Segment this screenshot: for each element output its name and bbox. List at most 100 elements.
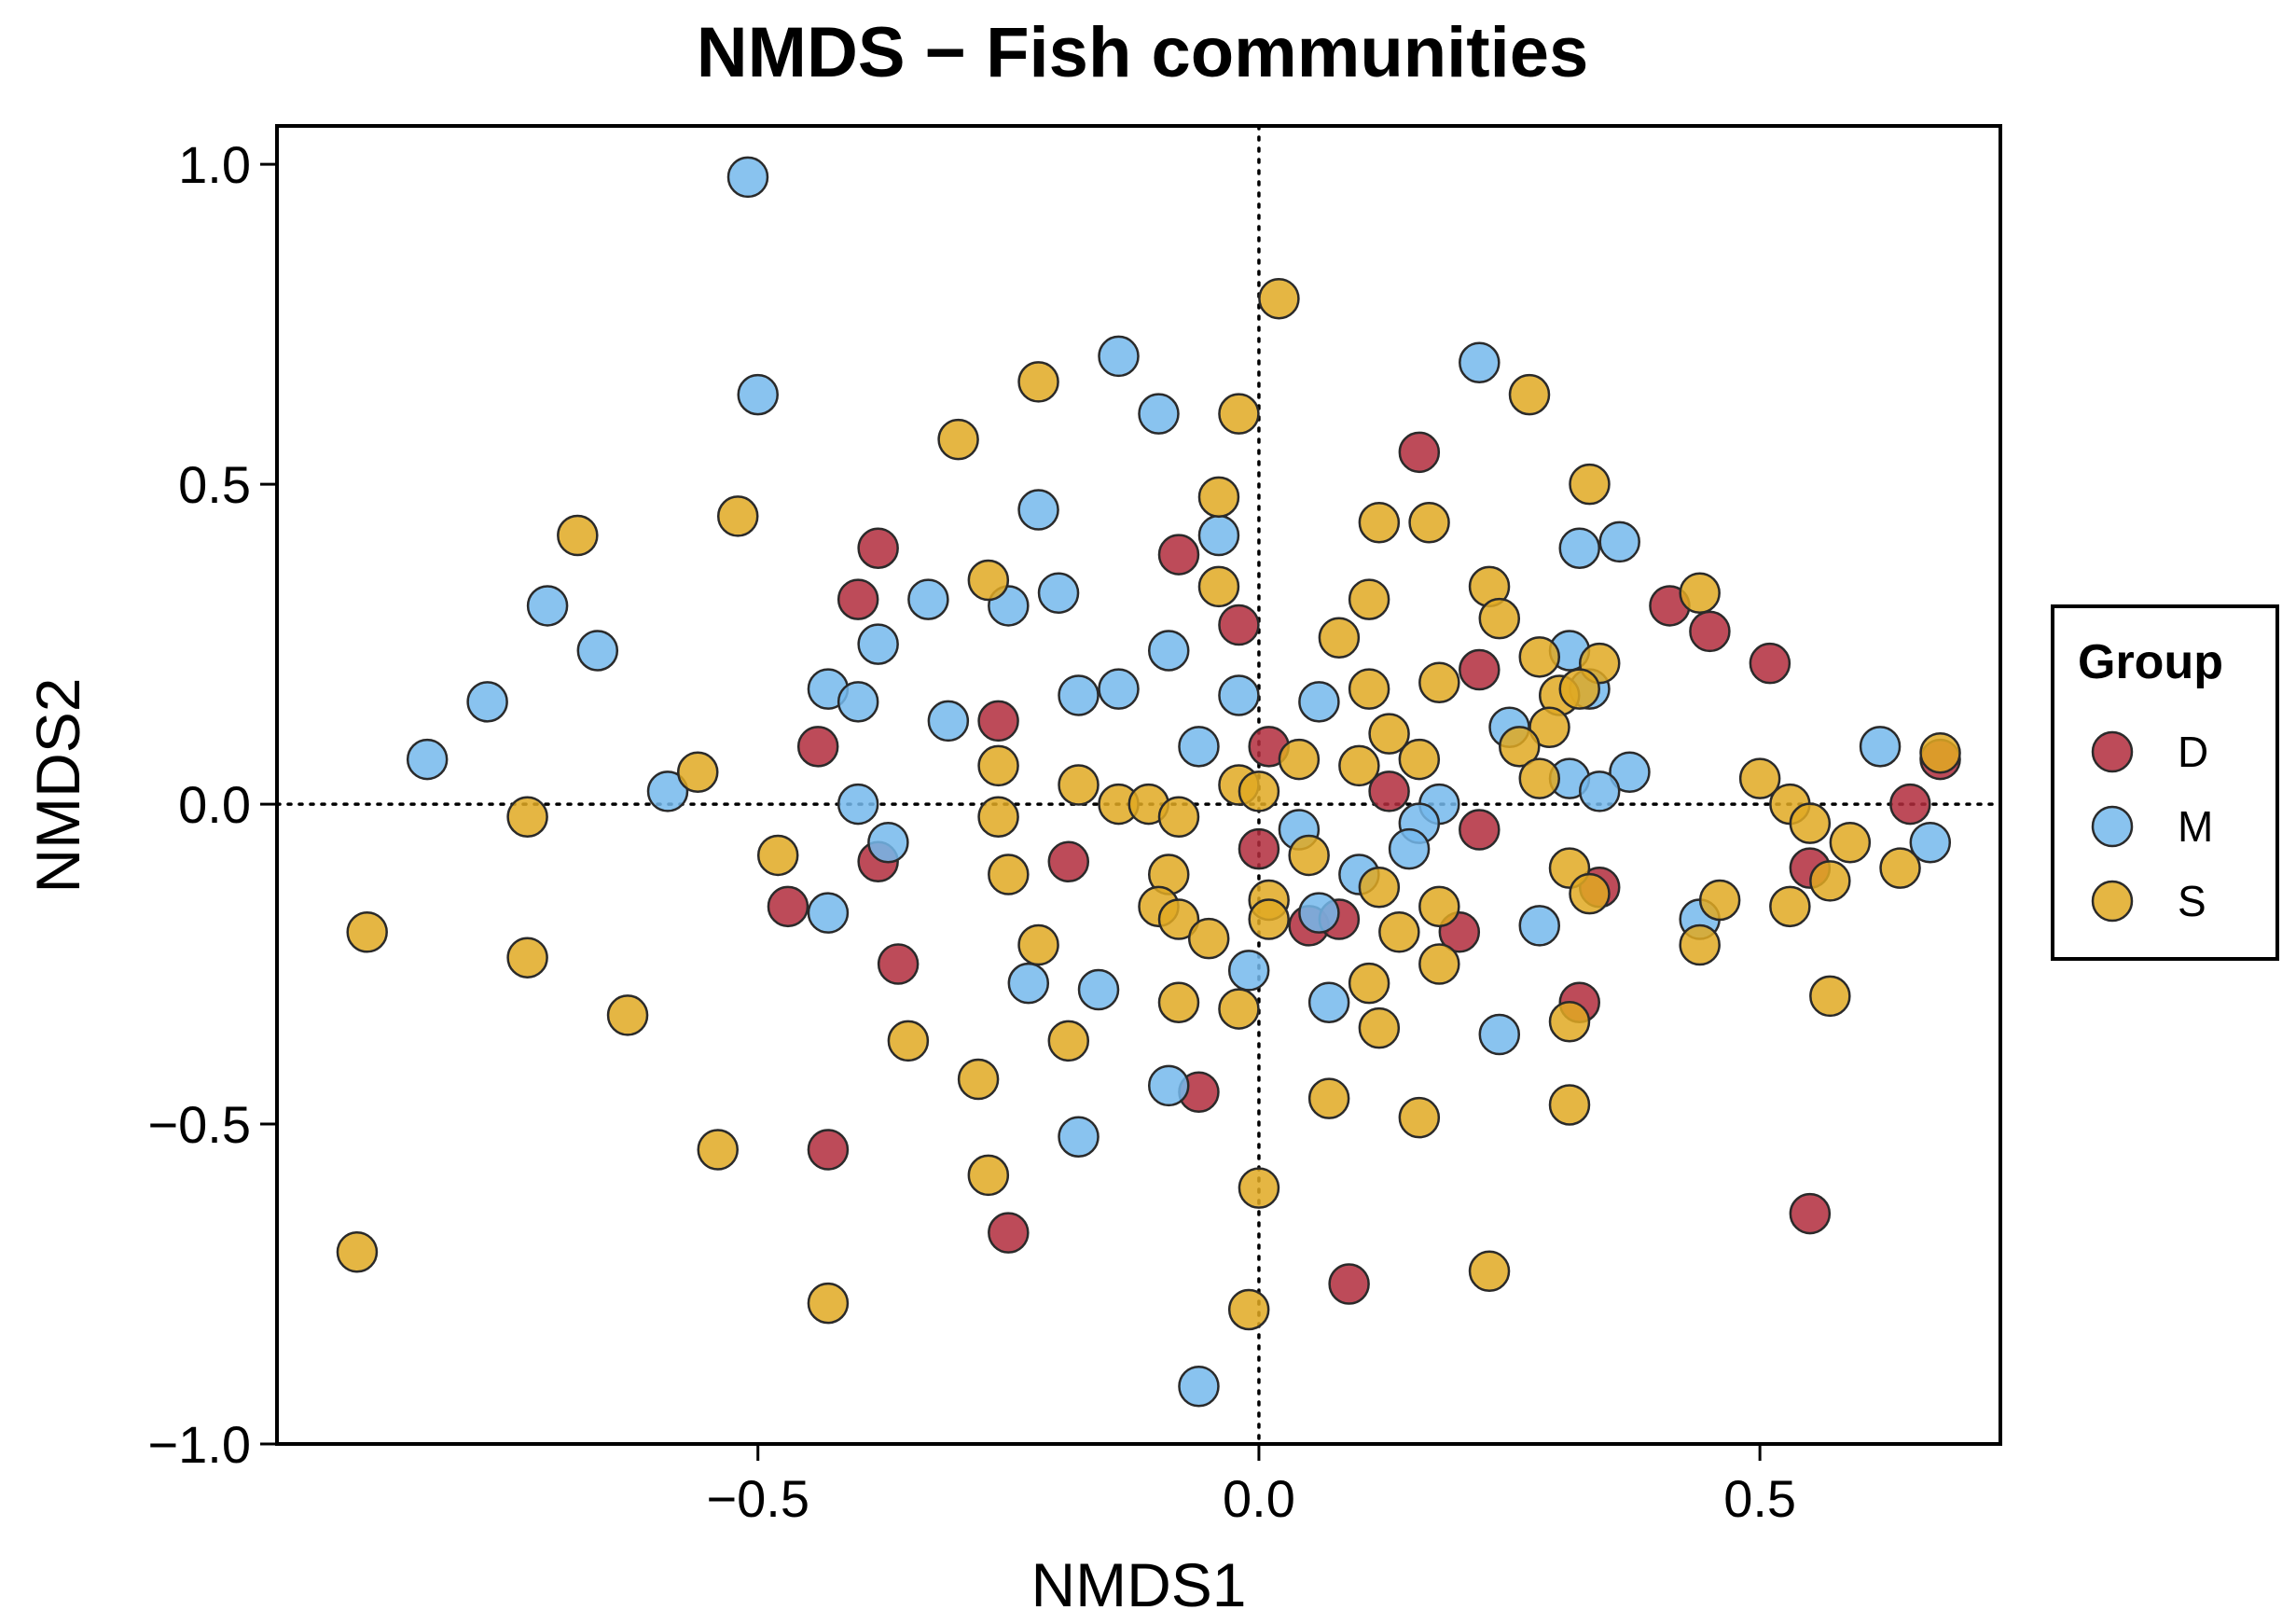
point-S [1379,912,1418,951]
point-S [1810,977,1849,1016]
point-M [578,631,617,670]
point-S [1320,618,1359,658]
point-S [1570,465,1609,504]
point-D [1219,605,1258,645]
point-M [1309,983,1349,1022]
point-S [1229,1290,1268,1329]
point-S [1219,395,1258,434]
point-D [859,529,898,568]
point-M [1179,1367,1218,1406]
point-M [929,701,968,741]
x-tick-label: −0.5 [706,1469,809,1528]
point-M [1100,337,1139,376]
point-S [969,1156,1008,1195]
point-D [1750,644,1790,683]
y-tick-label: 1.0 [178,135,251,194]
legend-swatch-D [2093,732,2132,771]
point-S [1339,746,1378,785]
point-S [1470,1252,1509,1291]
point-S [1520,759,1559,798]
point-M [1079,970,1118,1009]
point-S [1349,670,1389,709]
point-S [1770,887,1809,926]
point-S [678,753,717,792]
point-D [838,580,878,619]
point-M [908,580,947,619]
legend-swatch-S [2093,881,2132,921]
point-S [608,995,647,1034]
point-D [1330,1265,1369,1304]
point-S [969,561,1008,600]
y-axis-ticks: −1.0 −0.5 0.0 0.5 1.0 [147,135,277,1474]
point-S [1219,990,1258,1029]
point-M [1860,727,1900,766]
legend-title: Group [2078,635,2223,689]
point-D [1459,650,1499,689]
point-D [1890,784,1929,824]
point-S [1049,1021,1088,1061]
point-M [1299,894,1338,933]
point-M [868,823,907,862]
point-M [1560,529,1599,568]
point-S [1410,503,1449,542]
point-M [1390,829,1429,868]
point-M [859,625,898,664]
point-S [698,1130,738,1169]
point-S [939,420,978,459]
point-D [1159,535,1198,575]
point-S [1831,823,1870,862]
point-D [798,727,837,766]
point-S [1360,503,1399,542]
point-S [1059,766,1099,805]
x-tick-label: 0.0 [1223,1469,1295,1528]
point-M [1009,964,1048,1003]
point-S [809,1284,848,1323]
point-D [1049,842,1088,881]
point-M [1019,491,1058,530]
y-axis-label: NMDS2 [23,677,92,893]
legend: Group DMS [2053,606,2277,959]
point-M [809,894,848,933]
point-S [758,836,797,875]
point-S [1810,861,1849,900]
point-S [1480,599,1519,638]
chart-title: NMDS − Fish communities [697,13,1589,92]
point-M [1179,727,1218,766]
x-tick-label: 0.5 [1723,1469,1796,1528]
point-S [1791,804,1830,843]
point-D [979,701,1018,741]
legend-label-M: M [2178,802,2213,851]
point-S [1881,849,1920,888]
point-D [1791,1194,1830,1233]
point-S [348,912,387,951]
point-D [1239,829,1279,868]
point-S [1199,567,1238,606]
point-S [1419,945,1459,984]
point-S [1159,983,1198,1022]
point-S [1700,881,1739,920]
point-S [1349,580,1389,619]
legend-swatch-M [2093,807,2132,846]
point-D [878,945,918,984]
point-S [1159,798,1198,837]
point-S [1550,1085,1589,1124]
point-S [1570,874,1609,913]
point-S [979,798,1018,837]
point-S [1239,1169,1279,1208]
point-M [728,158,768,197]
point-M [1139,395,1178,434]
point-M [1299,682,1338,721]
point-S [959,1060,998,1099]
point-S [1239,771,1279,811]
nmds-scatter-chart: NMDS − Fish communities −0.5 0.0 0.5 −1.0−… [0,0,2296,1624]
point-S [1199,478,1238,517]
point-D [809,1130,848,1169]
point-M [1219,675,1258,715]
point-M [408,740,447,779]
point-S [1550,1002,1589,1041]
point-M [1600,522,1639,562]
point-S [1419,887,1459,926]
point-D [1690,612,1729,651]
point-S [718,496,757,535]
point-S [1560,670,1599,709]
